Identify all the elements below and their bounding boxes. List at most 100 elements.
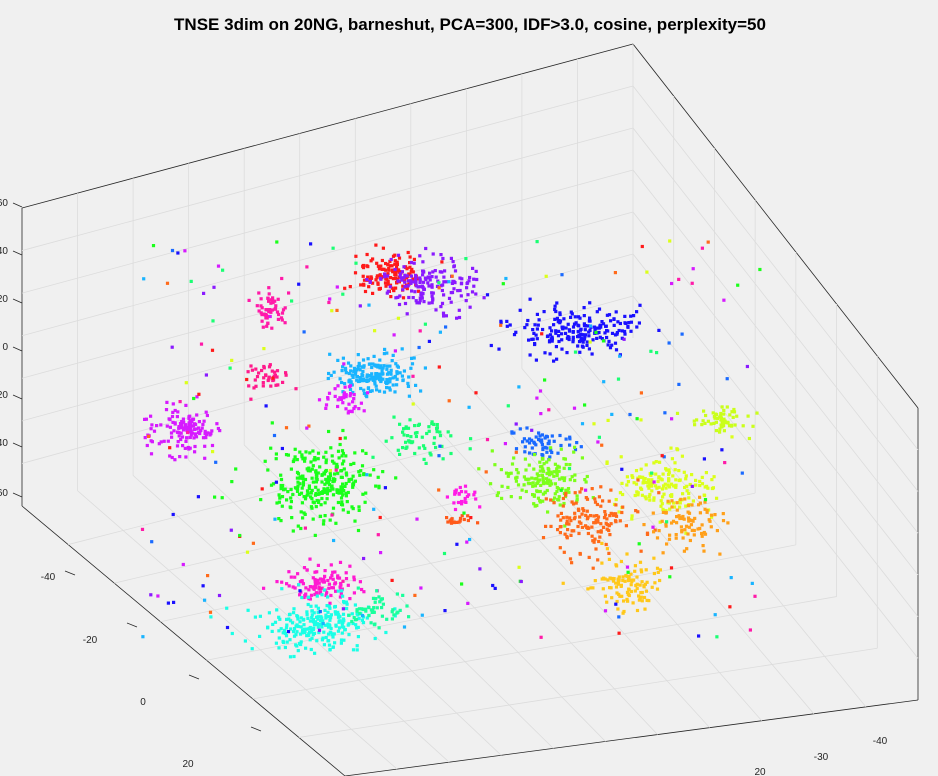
data-point bbox=[533, 477, 537, 481]
data-point bbox=[156, 594, 160, 598]
data-point bbox=[211, 319, 215, 323]
data-point bbox=[647, 495, 651, 499]
data-point bbox=[466, 601, 470, 605]
data-point bbox=[620, 467, 624, 471]
data-point bbox=[283, 631, 287, 636]
data-point bbox=[342, 638, 346, 642]
data-point bbox=[430, 285, 434, 289]
data-point bbox=[270, 369, 274, 373]
data-point bbox=[677, 277, 681, 281]
data-point bbox=[386, 272, 390, 276]
data-point bbox=[703, 500, 707, 504]
data-point bbox=[740, 471, 744, 475]
data-point bbox=[341, 396, 345, 400]
data-point bbox=[308, 469, 312, 473]
data-point bbox=[586, 516, 590, 520]
data-point bbox=[389, 371, 393, 375]
data-point bbox=[194, 427, 198, 431]
data-point bbox=[462, 517, 466, 522]
data-point bbox=[489, 343, 493, 348]
data-point bbox=[331, 493, 336, 497]
data-point bbox=[546, 481, 550, 485]
data-point bbox=[351, 648, 356, 652]
data-point bbox=[336, 471, 340, 475]
data-point bbox=[438, 270, 442, 274]
data-point bbox=[380, 258, 384, 263]
data-point bbox=[282, 488, 286, 492]
data-point bbox=[340, 500, 344, 504]
data-point bbox=[571, 325, 576, 329]
data-point bbox=[348, 285, 352, 289]
data-point bbox=[395, 383, 399, 387]
data-point bbox=[303, 512, 307, 516]
data-point bbox=[452, 520, 456, 524]
data-point bbox=[311, 576, 315, 580]
data-point bbox=[369, 621, 373, 625]
data-point bbox=[381, 246, 385, 250]
data-point bbox=[361, 365, 365, 369]
data-point bbox=[267, 365, 272, 369]
data-point bbox=[352, 406, 356, 411]
data-point bbox=[186, 426, 190, 430]
data-point bbox=[195, 413, 199, 417]
data-point bbox=[308, 585, 312, 589]
data-point bbox=[385, 617, 389, 621]
data-point bbox=[667, 479, 671, 483]
data-point bbox=[330, 573, 334, 578]
data-point bbox=[377, 267, 381, 271]
data-point bbox=[620, 594, 624, 598]
data-point bbox=[561, 581, 565, 585]
data-point bbox=[561, 496, 565, 501]
data-point bbox=[389, 368, 393, 372]
data-point bbox=[326, 610, 330, 614]
data-point bbox=[626, 480, 630, 484]
data-point bbox=[295, 614, 299, 618]
data-point bbox=[294, 633, 298, 637]
data-point bbox=[328, 489, 332, 493]
data-point bbox=[356, 613, 360, 617]
data-point bbox=[580, 456, 584, 460]
data-point bbox=[573, 315, 577, 319]
data-point bbox=[212, 285, 216, 289]
data-point bbox=[622, 609, 626, 614]
data-point bbox=[668, 507, 672, 511]
data-point bbox=[365, 278, 369, 282]
data-point bbox=[674, 536, 678, 540]
data-point bbox=[357, 505, 361, 509]
data-point bbox=[253, 615, 257, 619]
data-point bbox=[398, 422, 402, 426]
data-point bbox=[357, 470, 361, 474]
data-point bbox=[527, 338, 531, 342]
data-point bbox=[625, 552, 629, 556]
data-point bbox=[713, 613, 717, 617]
data-point bbox=[313, 456, 317, 460]
data-point bbox=[581, 333, 585, 337]
data-point bbox=[684, 524, 689, 528]
data-point bbox=[367, 614, 371, 618]
data-point bbox=[273, 307, 278, 311]
data-point bbox=[342, 489, 346, 493]
data-point bbox=[564, 331, 568, 335]
data-point bbox=[315, 582, 319, 586]
data-point bbox=[327, 586, 331, 590]
data-point bbox=[526, 318, 530, 323]
data-point bbox=[640, 244, 644, 249]
data-point bbox=[338, 560, 343, 564]
data-point bbox=[453, 269, 458, 273]
data-point bbox=[329, 626, 333, 631]
data-point bbox=[536, 323, 540, 327]
data-point bbox=[298, 593, 302, 597]
data-point bbox=[586, 587, 590, 591]
data-point bbox=[457, 491, 461, 496]
data-point bbox=[627, 588, 631, 592]
data-point bbox=[374, 372, 378, 376]
data-point bbox=[283, 321, 287, 325]
data-point bbox=[661, 507, 665, 511]
data-point bbox=[445, 516, 449, 520]
data-point bbox=[373, 329, 377, 333]
data-point bbox=[230, 358, 234, 362]
data-point bbox=[339, 592, 343, 596]
data-point bbox=[547, 470, 551, 474]
data-point bbox=[329, 485, 334, 489]
